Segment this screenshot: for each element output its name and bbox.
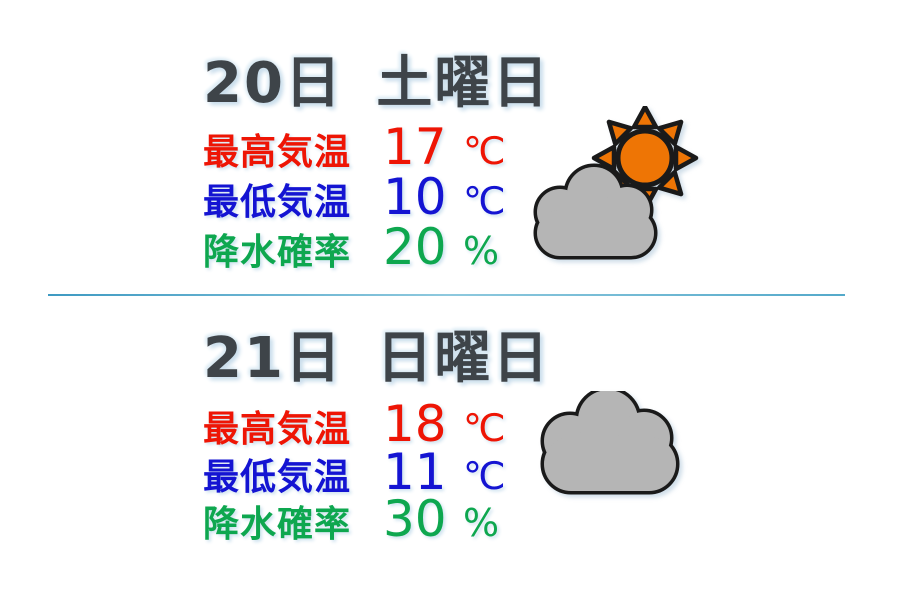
max-temp-unit: ℃ [463, 406, 506, 450]
min-temp-unit: ℃ [463, 454, 506, 498]
min-temp-label: 最低気温 [203, 457, 352, 498]
min-temp-value: 11 [383, 443, 447, 501]
max-temp-row: 最高気温 18 ℃ [203, 397, 543, 452]
max-temp-label: 最高気温 [203, 409, 352, 450]
cloud-icon [540, 391, 680, 495]
min-temp-value: 10 [383, 168, 447, 226]
max-temp-value: 18 [383, 395, 447, 453]
precipitation-value: 20 [383, 218, 447, 276]
precipitation-value: 30 [383, 490, 447, 548]
sun-behind-cloud-icon [533, 106, 699, 260]
min-temp-row: 最低気温 11 ℃ [203, 445, 543, 500]
max-temp-label: 最高気温 [203, 132, 352, 173]
precipitation-unit: % [463, 501, 500, 545]
min-temp-label: 最低気温 [203, 182, 352, 223]
day-title-saturday: 20日 土曜日 [203, 51, 551, 116]
precipitation-row: 降水確率 30 % [203, 492, 543, 547]
precipitation-label: 降水確率 [203, 504, 352, 545]
min-temp-unit: ℃ [463, 179, 506, 223]
precipitation-row: 降水確率 20 % [203, 220, 543, 275]
day-title-sunday: 21日 日曜日 [203, 326, 551, 391]
precipitation-unit: % [463, 229, 500, 273]
max-temp-row: 最高気温 17 ℃ [203, 120, 543, 175]
min-temp-row: 最低気温 10 ℃ [203, 170, 543, 225]
max-temp-value: 17 [383, 118, 447, 176]
precipitation-label: 降水確率 [203, 232, 352, 273]
max-temp-unit: ℃ [463, 129, 506, 173]
day-divider-line [48, 294, 845, 296]
